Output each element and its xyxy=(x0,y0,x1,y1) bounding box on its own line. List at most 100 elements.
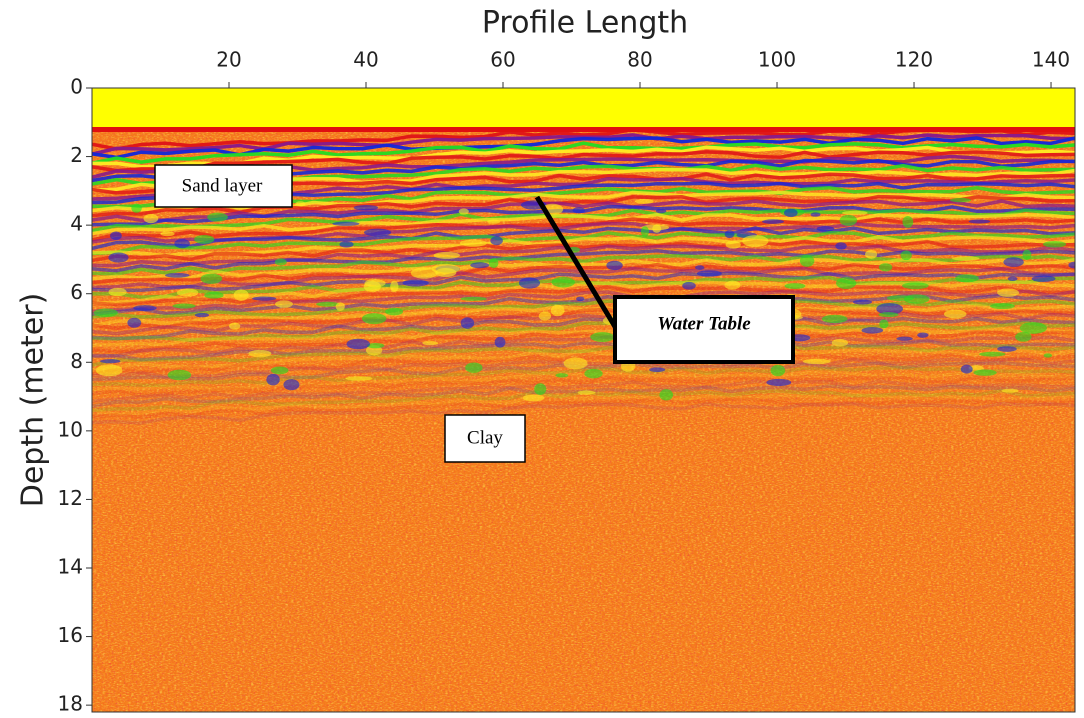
speckle xyxy=(577,390,596,395)
speckle xyxy=(682,281,696,290)
reflection-layer xyxy=(92,392,1075,416)
surface-line xyxy=(92,127,1075,132)
radargram-image xyxy=(92,88,1075,712)
speckle xyxy=(518,277,541,289)
speckle xyxy=(952,256,980,261)
speckle xyxy=(433,251,460,259)
speckle xyxy=(576,296,585,302)
y-tick-label: 12 xyxy=(58,486,83,510)
y-tick-label: 2 xyxy=(70,143,83,167)
speckle xyxy=(270,366,289,375)
reflection-layer xyxy=(92,212,1075,236)
speckle xyxy=(649,367,666,373)
speckle xyxy=(490,236,503,246)
x-tick-label: 80 xyxy=(627,48,652,72)
x-tick-label: 120 xyxy=(895,48,933,72)
speckle xyxy=(494,336,506,348)
speckle xyxy=(695,265,705,270)
speckle xyxy=(93,308,118,317)
reflection-layer xyxy=(92,370,1075,392)
speckle xyxy=(353,205,379,211)
speckle xyxy=(641,224,670,231)
speckle xyxy=(363,228,392,237)
speckle xyxy=(762,219,784,224)
speckle xyxy=(655,208,667,214)
speckle xyxy=(172,303,196,309)
x-tick-label: 20 xyxy=(216,48,241,72)
chart-title: Profile Length xyxy=(482,6,688,41)
reflection-layer xyxy=(92,307,1075,331)
speckle xyxy=(550,304,565,317)
speckle xyxy=(802,358,831,365)
speckle xyxy=(997,346,1017,352)
reflection-layer xyxy=(92,330,1075,354)
speckle xyxy=(968,219,991,224)
surface-band xyxy=(92,88,1075,128)
y-tick-label: 0 xyxy=(70,75,83,99)
speckle xyxy=(973,369,997,376)
speckle xyxy=(460,296,487,301)
reflection-layer xyxy=(92,194,1075,218)
speckle xyxy=(174,238,190,249)
speckle xyxy=(876,303,904,315)
speckle xyxy=(555,373,569,378)
speckle xyxy=(538,311,552,321)
speckle xyxy=(108,287,127,297)
speckle xyxy=(606,260,623,271)
speckle xyxy=(839,214,858,226)
speckle xyxy=(917,332,929,338)
reflection-layer xyxy=(92,397,1075,420)
annotation-pointer xyxy=(534,195,620,332)
reflection-layer xyxy=(92,320,1075,342)
y-tick-label: 16 xyxy=(58,623,83,647)
speckle xyxy=(1031,275,1056,282)
speckle xyxy=(316,301,340,307)
speckle xyxy=(410,267,438,279)
speckle xyxy=(1022,249,1032,260)
speckle xyxy=(335,302,345,311)
speckle xyxy=(295,201,306,207)
speckle xyxy=(470,262,490,269)
speckle xyxy=(248,349,272,358)
speckle xyxy=(1068,261,1075,269)
speckle xyxy=(534,383,547,395)
speckle xyxy=(997,288,1020,297)
reflection-layer xyxy=(92,145,1075,169)
reflection-layer xyxy=(92,136,1075,160)
x-tick-label: 100 xyxy=(758,48,796,72)
speckle xyxy=(640,226,649,237)
speckle xyxy=(852,299,872,305)
reflection-layer xyxy=(92,316,1075,341)
speckle xyxy=(799,255,815,267)
speckle xyxy=(345,376,373,381)
speckle xyxy=(127,317,142,328)
speckle xyxy=(204,291,224,299)
reflection-layer xyxy=(92,248,1075,273)
speckle xyxy=(346,338,370,350)
speckle xyxy=(1001,388,1019,393)
speckle xyxy=(770,364,786,377)
speckle xyxy=(821,314,848,324)
y-tick-label: 6 xyxy=(70,280,83,304)
speckle xyxy=(465,362,483,373)
speckle xyxy=(1019,322,1047,334)
speckle xyxy=(252,296,277,301)
speckle xyxy=(488,258,499,269)
reflection-layer xyxy=(92,226,1075,251)
speckle xyxy=(841,210,868,216)
speckle xyxy=(879,319,889,329)
speckle xyxy=(816,226,835,232)
speckle xyxy=(366,342,385,349)
speckle xyxy=(784,208,798,218)
speckle xyxy=(865,249,878,259)
y-tick-label: 8 xyxy=(70,349,83,373)
y-tick-label: 4 xyxy=(70,212,83,236)
speckle xyxy=(901,282,929,290)
speckle xyxy=(229,322,241,330)
reflection-layer xyxy=(92,325,1075,347)
speckle xyxy=(390,280,399,293)
speckle xyxy=(274,258,287,266)
speckle xyxy=(194,312,210,318)
speckle xyxy=(766,378,792,387)
